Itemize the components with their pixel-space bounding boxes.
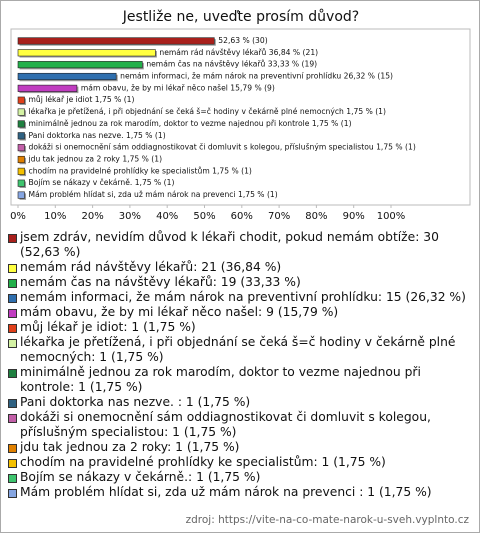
legend-item: nemám čas na návštěvy lékařů: 19 (33,33 … bbox=[7, 275, 469, 290]
bar bbox=[17, 155, 25, 164]
value-label: Mám problém hlídat si, zda už mám nárok … bbox=[29, 190, 278, 199]
legend: jsem zdráv, nevidím důvod k lékaři chodi… bbox=[7, 230, 469, 500]
source: zdroj: https://vite-na-co-mate-narok-u-s… bbox=[185, 514, 469, 526]
value-label: Pani doktorka nas nezve. 1,75 % (1) bbox=[29, 131, 166, 140]
legend-swatch bbox=[8, 264, 17, 273]
bar bbox=[17, 167, 25, 175]
legend-label: mám obavu, že by mi lékař něco našel: 9 … bbox=[20, 305, 339, 319]
value-label: lékařka je přetížená, i při objednání se… bbox=[29, 107, 386, 116]
legend-item: můj lékař je idiot: 1 (1,75 %) bbox=[7, 320, 469, 335]
bar bbox=[17, 120, 25, 128]
legend-label: minimálně jednou za rok marodím, doktor … bbox=[20, 365, 421, 394]
legend-label: můj lékař je idiot: 1 (1,75 %) bbox=[20, 320, 196, 334]
legend-label: dokáži si onemocnění sám oddiagnostikova… bbox=[20, 410, 431, 439]
legend-swatch bbox=[8, 294, 17, 303]
x-tick-label: 0% bbox=[10, 211, 26, 222]
x-tick-label: 20% bbox=[81, 211, 103, 222]
bar bbox=[17, 72, 117, 81]
legend-label: Pani doktorka nas nezve. : 1 (1,75 %) bbox=[20, 395, 251, 409]
x-tick-label: 80% bbox=[305, 211, 327, 222]
legend-swatch bbox=[8, 369, 17, 378]
x-tick-label: 60% bbox=[231, 211, 253, 222]
legend-label: nemám informaci, že mám nárok na prevent… bbox=[20, 290, 466, 304]
legend-swatch bbox=[8, 324, 17, 333]
legend-swatch bbox=[8, 399, 17, 408]
legend-swatch bbox=[8, 339, 17, 348]
legend-item: minimálně jednou za rok marodím, doktor … bbox=[7, 365, 469, 395]
legend-item: Pani doktorka nas nezve. : 1 (1,75 %) bbox=[7, 395, 469, 410]
value-label: nemám rád návštěvy lékařů 36,84 % (21) bbox=[159, 48, 318, 57]
value-label: Bojím se nákazy v čekárně. 1,75 % (1) bbox=[29, 178, 175, 187]
bar bbox=[17, 49, 156, 57]
legend-item: jdu tak jednou za 2 roky: 1 (1,75 %) bbox=[7, 440, 469, 455]
x-tick-label: 90% bbox=[343, 211, 365, 222]
legend-label: lékařka je přetížená, i při objednání se… bbox=[20, 335, 456, 364]
legend-swatch bbox=[8, 489, 17, 498]
legend-item: lékařka je přetížená, i při objednání se… bbox=[7, 335, 469, 365]
x-tick-label: 30% bbox=[119, 211, 141, 222]
bar bbox=[17, 61, 143, 69]
legend-swatch bbox=[8, 444, 17, 453]
x-tick-label: 50% bbox=[193, 211, 215, 222]
x-tick-label: 10% bbox=[44, 211, 66, 222]
legend-label: Mám problém hlídat si, zda už mám nárok … bbox=[20, 485, 432, 499]
x-tick-label: 100% bbox=[377, 211, 406, 222]
value-label: 52,63 % (30) bbox=[218, 36, 267, 45]
x-tick-label: 40% bbox=[156, 211, 178, 222]
bar bbox=[17, 132, 25, 140]
legend-label: nemám čas na návštěvy lékařů: 19 (33,33 … bbox=[20, 275, 301, 289]
value-label: nemám čas na návštěvy lékařů 33,33 % (19… bbox=[146, 60, 317, 69]
plot-frame bbox=[10, 28, 471, 206]
legend-swatch bbox=[8, 279, 17, 288]
bar bbox=[17, 108, 25, 116]
chart-title: Jestliže ne, uveďte prosím důvod? bbox=[122, 9, 359, 25]
bar bbox=[17, 37, 215, 45]
legend-item: Mám problém hlídat si, zda už mám nárok … bbox=[7, 485, 469, 500]
chart: Jestliže ne, uveďte prosím důvod? 0% 10% 2… bbox=[10, 9, 471, 222]
bar bbox=[17, 144, 25, 152]
legend-swatch bbox=[8, 474, 17, 483]
bar bbox=[17, 191, 25, 199]
value-label: nemám informaci, že mám nárok na prevent… bbox=[120, 72, 393, 81]
x-tick-label: 70% bbox=[268, 211, 290, 222]
legend-item: jsem zdráv, nevidím důvod k lékaři chodi… bbox=[7, 230, 469, 260]
value-label: minimálně jednou za rok marodím, doktor … bbox=[29, 119, 352, 128]
legend-label: chodím na pravidelné prohlídky ke specia… bbox=[20, 455, 386, 469]
value-label: mám obavu, že by mi lékař něco našel 15,… bbox=[81, 83, 275, 92]
legend-swatch bbox=[8, 309, 17, 318]
legend-item: nemám informaci, že mám nárok na prevent… bbox=[7, 290, 469, 305]
bar bbox=[17, 96, 25, 104]
legend-item: Bojím se nákazy v čekárně.: 1 (1,75 %) bbox=[7, 470, 469, 485]
legend-swatch bbox=[8, 414, 17, 423]
bar bbox=[17, 179, 25, 187]
value-label: chodím na pravidelné prohlídky ke specia… bbox=[29, 166, 252, 175]
legend-item: mám obavu, že by mi lékař něco našel: 9 … bbox=[7, 305, 469, 320]
legend-item: nemám rád návštěvy lékařů: 21 (36,84 %) bbox=[7, 260, 469, 275]
value-label: dokáži si onemocnění sám oddiagnostikova… bbox=[29, 143, 416, 152]
legend-item: chodím na pravidelné prohlídky ke specia… bbox=[7, 455, 469, 470]
legend-swatch bbox=[8, 234, 17, 243]
legend-item: dokáži si onemocnění sám oddiagnostikova… bbox=[7, 410, 469, 440]
legend-label: Bojím se nákazy v čekárně.: 1 (1,75 %) bbox=[20, 470, 261, 484]
legend-swatch bbox=[8, 459, 17, 468]
bar bbox=[17, 84, 78, 92]
value-label: můj lékař je idiot 1,75 % (1) bbox=[29, 95, 135, 104]
legend-label: jdu tak jednou za 2 roky: 1 (1,75 %) bbox=[20, 440, 240, 454]
value-label: jdu tak jednou za 2 roky 1,75 % (1) bbox=[28, 155, 163, 164]
legend-label: nemám rád návštěvy lékařů: 21 (36,84 %) bbox=[20, 260, 282, 274]
legend-label: jsem zdráv, nevidím důvod k lékaři chodi… bbox=[20, 230, 439, 259]
